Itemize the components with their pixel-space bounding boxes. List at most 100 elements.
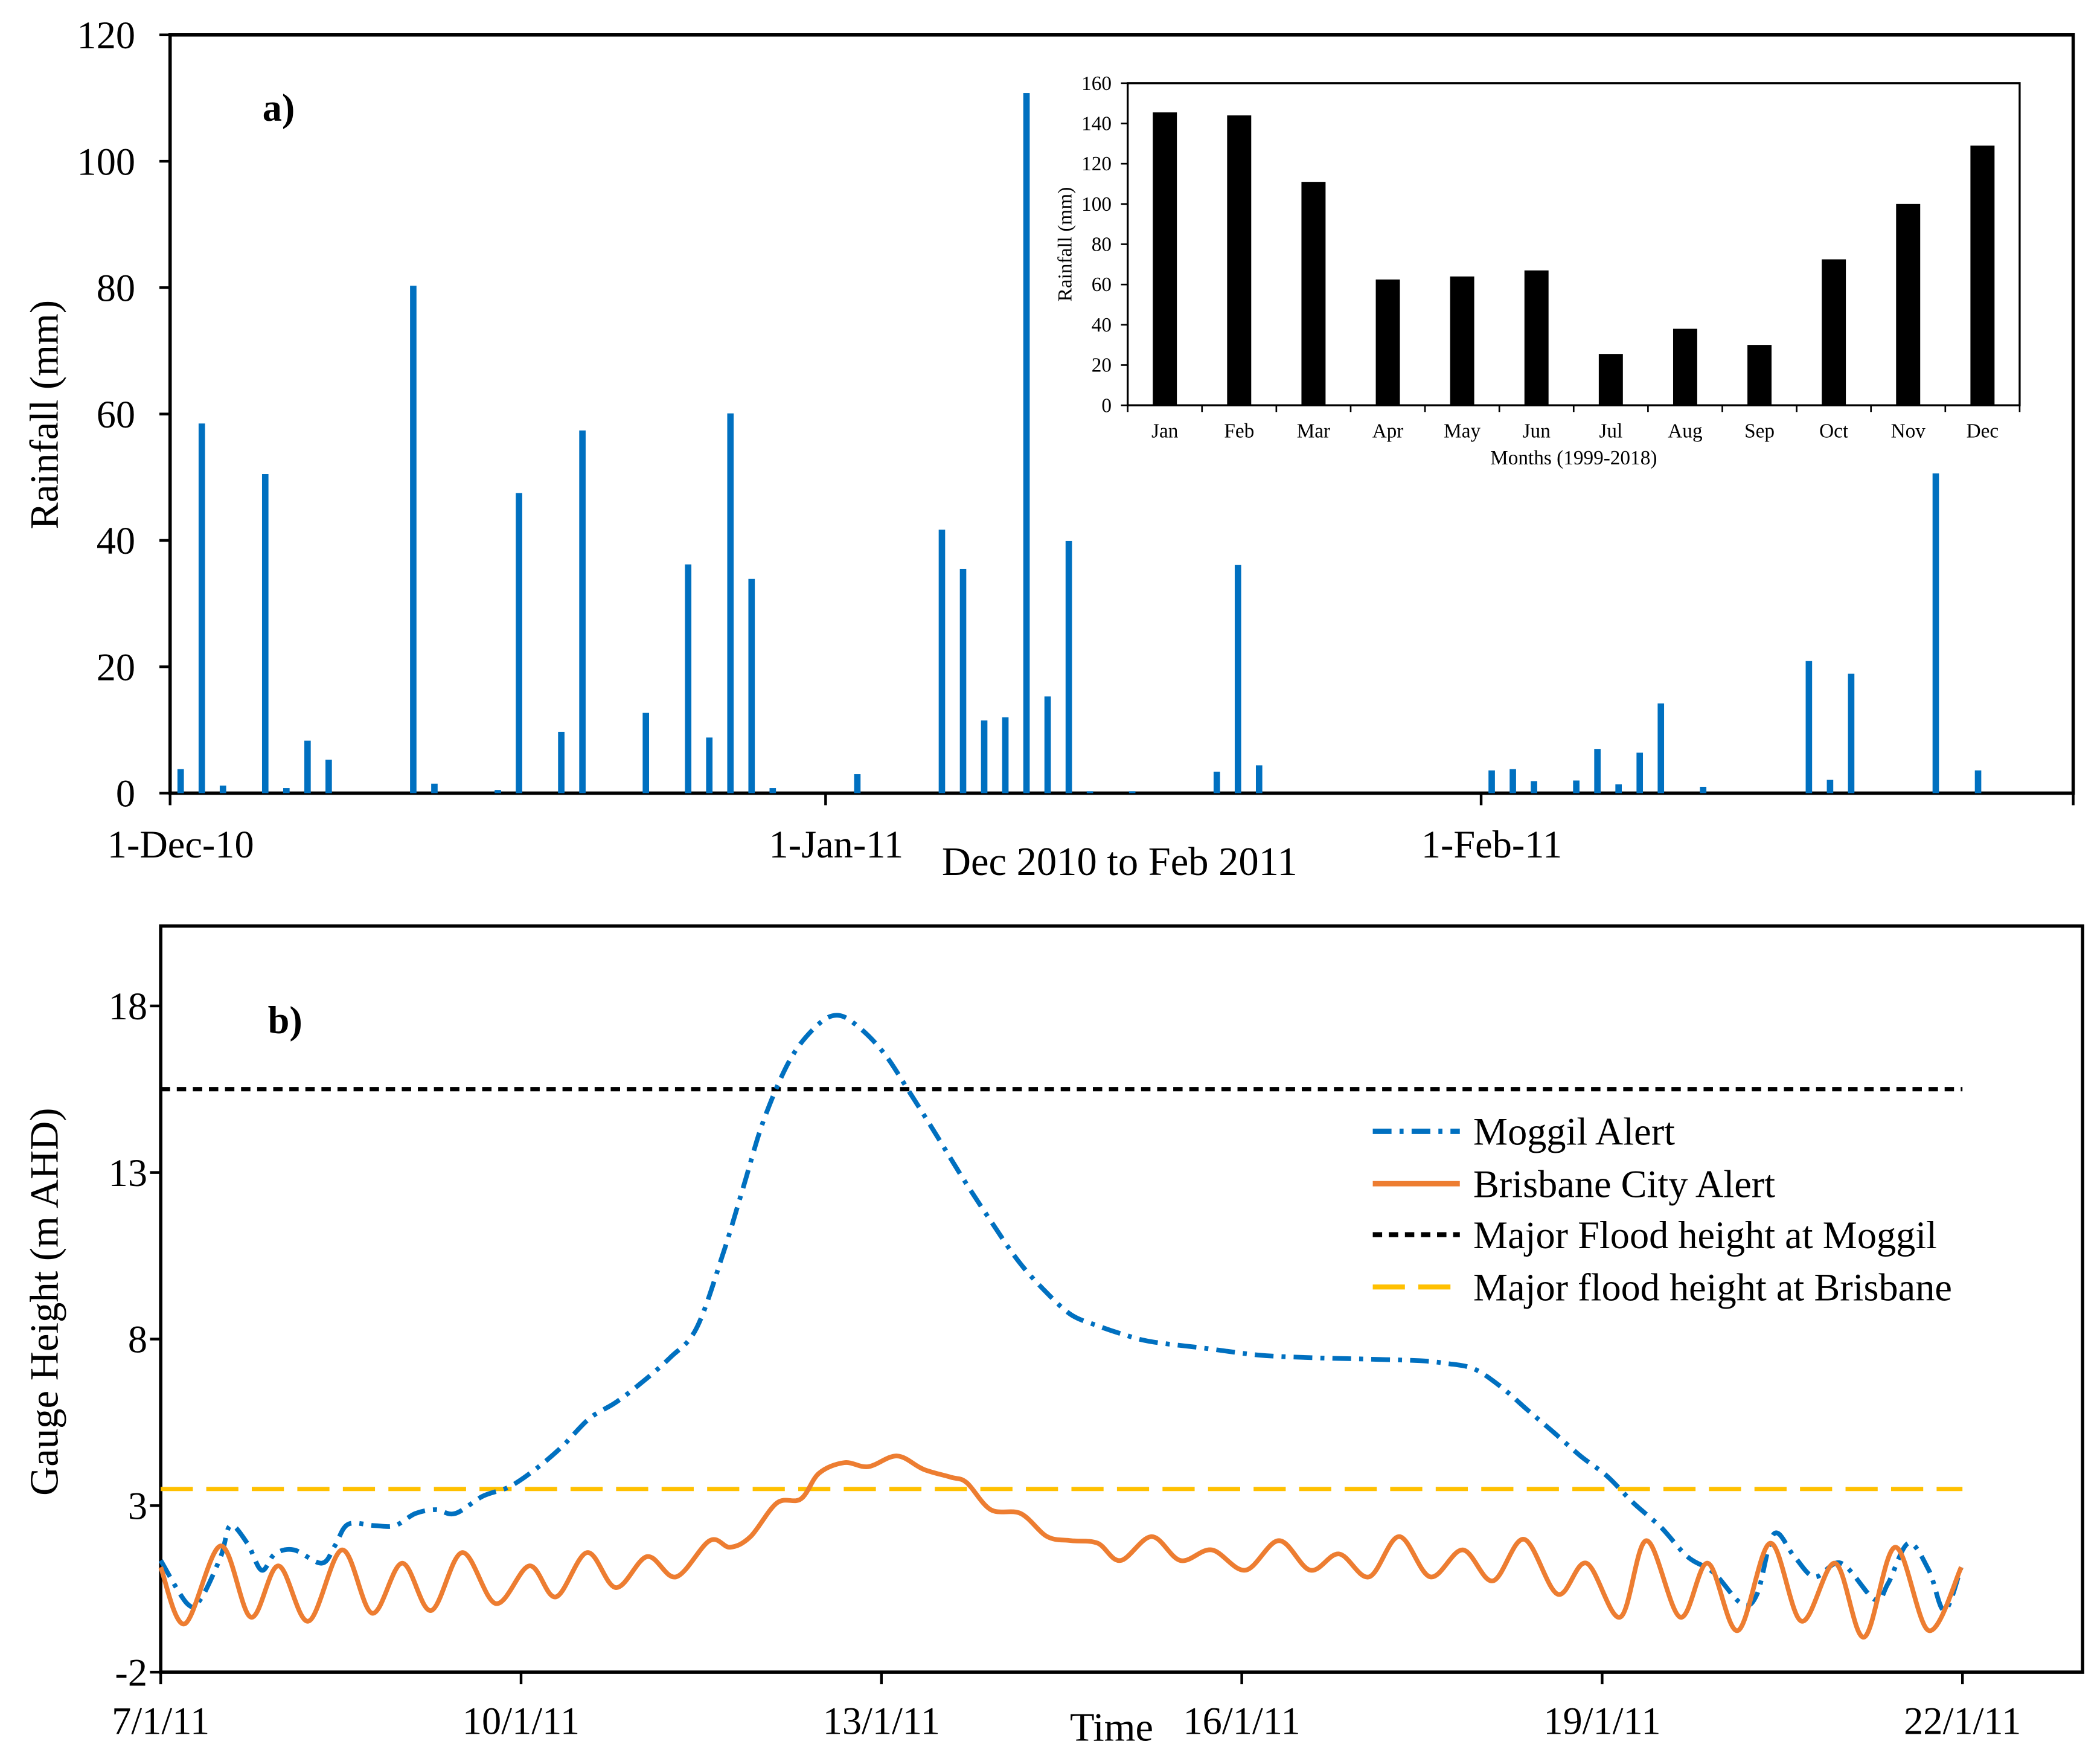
- monthly-rain-bar: [1673, 329, 1697, 406]
- panel-b-marks: -2 3 8 13 18 7/1/11 10/1/11 13/1/11 16/1/11 19/1/…: [109, 985, 2022, 1742]
- monthly-rain-bar: [1301, 182, 1326, 406]
- rain-bar: [431, 783, 438, 793]
- x-tick-label: 1-Jan-11: [769, 823, 904, 866]
- monthly-rain-bar: [1822, 259, 1846, 406]
- panel-b-label: b): [268, 999, 303, 1042]
- y-tick-label: 120: [77, 14, 135, 57]
- rain-bar: [1700, 786, 1707, 793]
- inset-x-tick-label: Nov: [1891, 420, 1926, 442]
- inset-y-tick-label: 140: [1081, 113, 1112, 135]
- monthly-rain-bar: [1896, 204, 1921, 406]
- legend-label: Major flood height at Brisbane: [1473, 1266, 1952, 1309]
- rain-bar: [1488, 770, 1495, 793]
- rain-bar: [495, 790, 501, 793]
- inset-y-tick-label: 160: [1081, 72, 1112, 95]
- y-tick-label: 100: [77, 140, 135, 183]
- y-tick-label: -2: [115, 1651, 147, 1694]
- inset-marks: Jan Feb Mar Apr May Jun Jul Aug Sep Oct Nov Dec 0 20 4…: [1081, 72, 2021, 443]
- rain-bar: [1594, 749, 1601, 793]
- rain-bar: [177, 769, 184, 793]
- inset-x-tick-label: Aug: [1668, 420, 1703, 442]
- x-tick-label: 7/1/11: [112, 1699, 210, 1742]
- x-tick-label: 1-Feb-11: [1421, 823, 1562, 866]
- rain-bar: [854, 774, 861, 793]
- y-tick-label: 13: [109, 1152, 147, 1194]
- rain-bar: [304, 740, 311, 793]
- rain-bar: [1128, 791, 1136, 793]
- panel-b-x-axis-title: Time: [1070, 1705, 1153, 1749]
- rain-bar: [1086, 791, 1093, 793]
- inset-x-tick-label: Jan: [1151, 420, 1179, 442]
- rain-bar: [1255, 765, 1263, 793]
- moggil-alert-line: [158, 1013, 1964, 1613]
- y-tick-label: 20: [97, 646, 135, 688]
- rain-bar: [1805, 661, 1813, 793]
- rain-bar: [219, 785, 226, 793]
- rain-bar: [283, 788, 290, 793]
- inset-y-tick-label: 0: [1101, 394, 1112, 417]
- rain-bar: [727, 413, 734, 793]
- rain-bar: [748, 579, 755, 793]
- rain-bar: [981, 720, 988, 793]
- panel-a-y-axis-title: Rainfall (mm): [22, 300, 66, 529]
- rain-bar: [1065, 540, 1072, 793]
- legend-label: Moggil Alert: [1473, 1111, 1675, 1153]
- inset-x-tick-label: Feb: [1224, 420, 1254, 442]
- rain-bar: [1023, 93, 1030, 793]
- panel-b-gauge-height-chart: -2 3 8 13 18 7/1/11 10/1/11 13/1/11 16/1/11 19/1/…: [22, 924, 2084, 1749]
- x-tick-label: 19/1/11: [1543, 1699, 1660, 1742]
- panel-a-label: a): [263, 86, 295, 129]
- inset-x-tick-label: Jul: [1599, 420, 1622, 442]
- y-tick-label: 8: [128, 1318, 147, 1361]
- panel-b-legend: Moggil Alert Brisbane City Alert Major Flo…: [1372, 1111, 1952, 1309]
- inset-y-tick-label: 120: [1081, 153, 1112, 175]
- monthly-rain-bar: [1598, 354, 1623, 406]
- y-tick-label: 60: [97, 393, 135, 436]
- rain-bar: [1002, 717, 1009, 793]
- y-tick-label: 18: [109, 985, 147, 1028]
- rain-bar: [325, 759, 332, 793]
- panel-b-y-axis-title: Gauge Height (m AHD): [22, 1108, 66, 1496]
- rain-bar: [1615, 784, 1622, 793]
- rain-bar: [706, 737, 713, 793]
- rain-bar: [769, 788, 776, 793]
- y-tick-label: 0: [116, 772, 135, 815]
- panel-b-plot-frame: [159, 924, 2084, 1674]
- panel-a-x-axis-title: Dec 2010 to Feb 2011: [942, 840, 1298, 884]
- y-tick-label: 40: [97, 519, 135, 562]
- inset-y-axis-title: Rainfall (mm): [1054, 187, 1077, 302]
- rain-bar: [1636, 752, 1644, 793]
- inset-plot-frame: [1126, 82, 2021, 406]
- rain-bar: [261, 474, 269, 793]
- rain-bar: [685, 564, 692, 793]
- rain-bar: [1974, 770, 1982, 793]
- legend-label: Major Flood height at Moggil: [1473, 1214, 1937, 1257]
- monthly-rain-bar: [1747, 345, 1772, 406]
- inset-y-tick-label: 40: [1092, 314, 1112, 336]
- inset-y-tick-label: 20: [1092, 354, 1112, 377]
- rain-bar: [1044, 696, 1051, 793]
- monthly-rain-bar: [1375, 279, 1400, 406]
- inset-x-tick-label: Dec: [1967, 420, 1999, 442]
- inset-x-axis-title: Months (1999-2018): [1490, 447, 1657, 469]
- rain-bar: [516, 493, 522, 793]
- x-tick-label: 16/1/11: [1183, 1699, 1301, 1742]
- rain-bar: [642, 713, 650, 793]
- rain-bar: [938, 530, 946, 793]
- rain-bar: [1573, 780, 1580, 793]
- monthly-rain-bar: [1524, 270, 1549, 406]
- brisbane-city-alert-line: [158, 1454, 1964, 1639]
- inset-x-tick-label: May: [1444, 420, 1481, 442]
- y-tick-label: 80: [97, 267, 135, 310]
- rain-bar: [1826, 780, 1834, 793]
- rain-bar: [1932, 473, 1939, 793]
- rain-bar: [1213, 771, 1220, 793]
- inset-y-tick-label: 100: [1081, 193, 1112, 216]
- monthly-rain-bar: [1970, 146, 1995, 406]
- y-tick-label: 3: [128, 1484, 147, 1527]
- rain-bar: [959, 568, 967, 793]
- monthly-rain-bar: [1227, 115, 1252, 406]
- inset-monthly-rainfall-chart: Jan Feb Mar Apr May Jun Jul Aug Sep Oct Nov Dec 0 20 4…: [1054, 72, 2021, 469]
- inset-x-tick-label: Sep: [1744, 420, 1775, 442]
